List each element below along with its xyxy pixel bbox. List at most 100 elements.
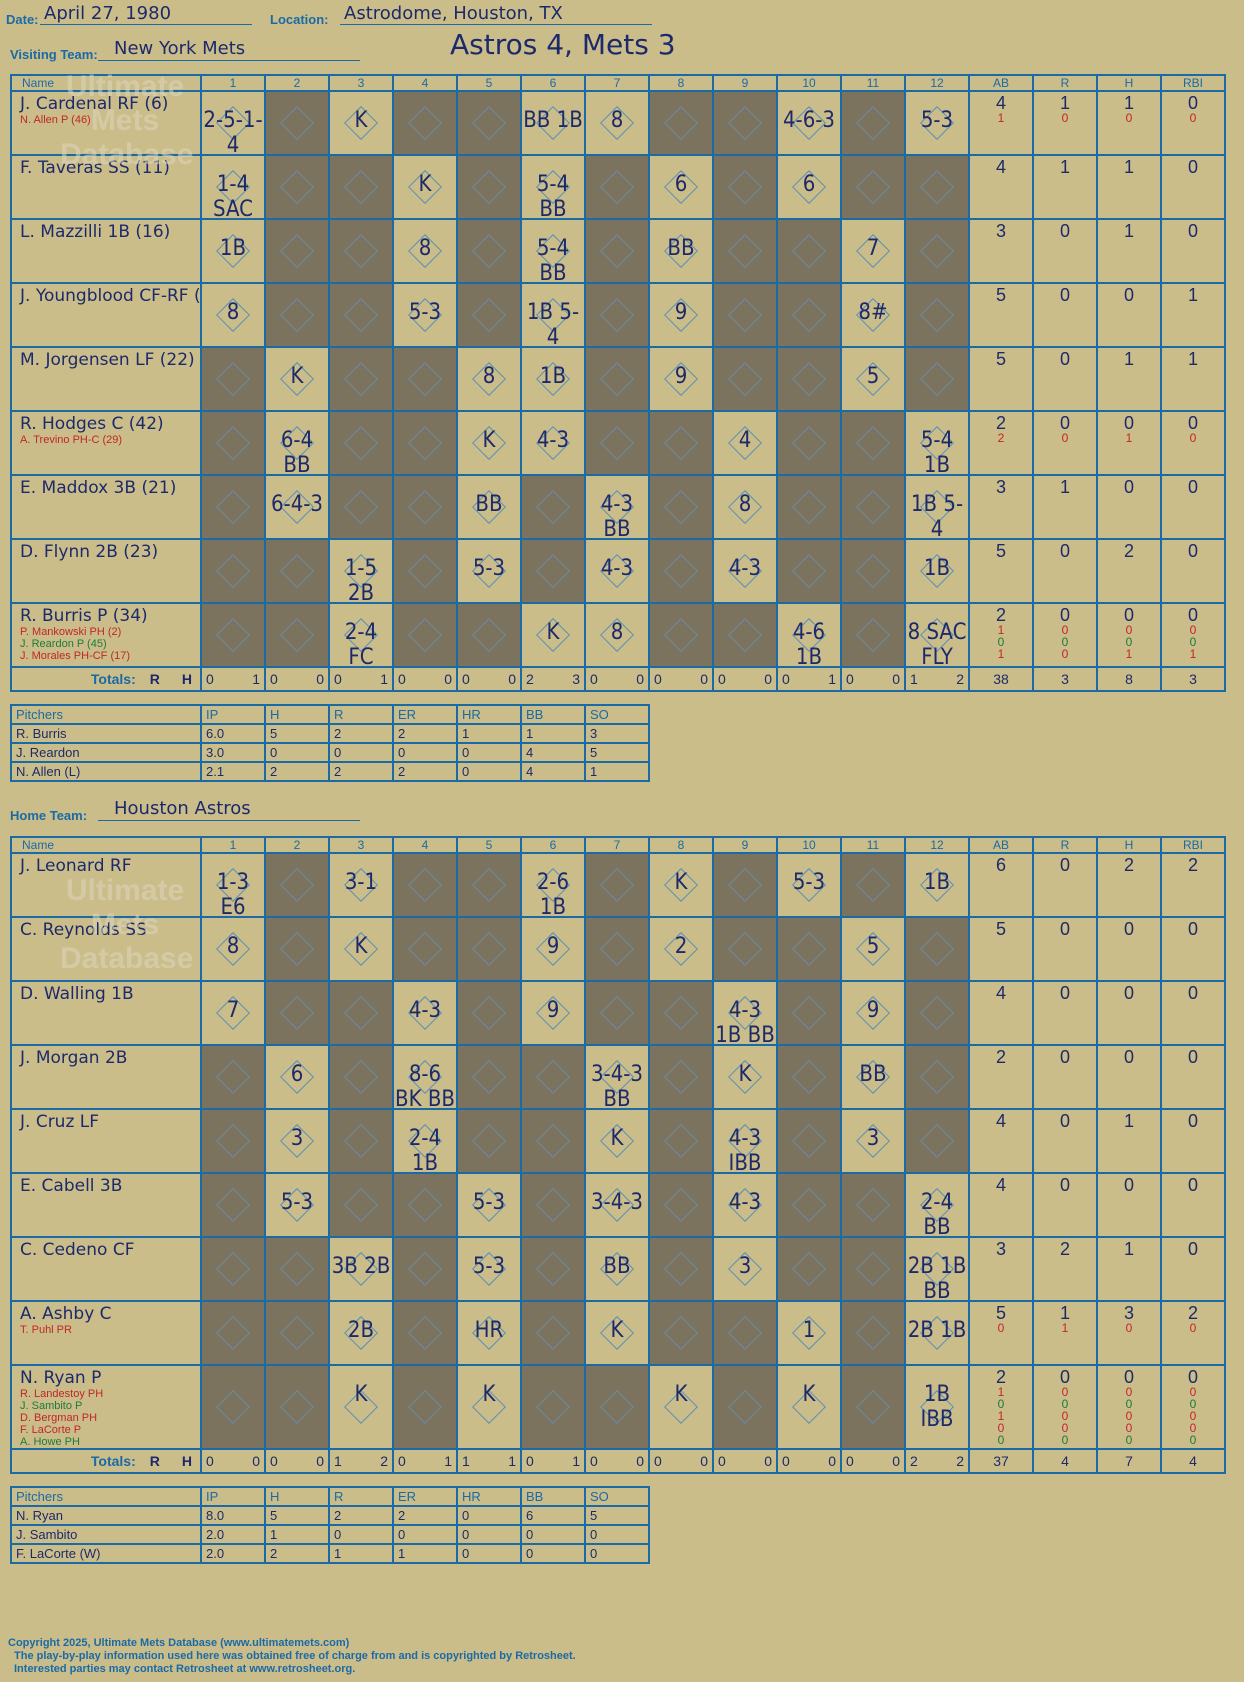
stat-value: 0: [1059, 413, 1070, 433]
stat-value: 0: [1187, 1367, 1198, 1387]
diamond-icon: [856, 1252, 890, 1286]
pitcher-row: N. Allen (L) 2.1 2 2 2 0 4 1: [10, 761, 650, 782]
inning-runs: 1: [334, 1453, 342, 1469]
inning-hits: 0: [892, 671, 900, 687]
inning-cell: [200, 410, 266, 476]
inning-cell: [392, 410, 458, 476]
stat-value: 0: [1187, 541, 1198, 561]
stat-ab: 4: [968, 980, 1034, 1046]
play-result: 6-4 BB: [280, 428, 314, 475]
play-result: 4-3: [728, 1190, 762, 1215]
inning-cell: 4-6 1B: [776, 602, 842, 668]
pitcher-col-header: Pitchers: [10, 1486, 202, 1507]
stat-value: 2: [1059, 1239, 1070, 1259]
stat-value: 4: [995, 983, 1006, 1003]
inning-cell: [520, 1236, 586, 1302]
batter-name-cell: N. Ryan P R. Landestoy PH J. Sambito P D. B…: [10, 1364, 202, 1450]
inning-cell: [904, 218, 970, 284]
inning-cell: 1B: [200, 218, 266, 284]
pitcher-row: N. Ryan 8.0 5 2 2 0 6 5: [10, 1505, 650, 1526]
stat-value: 0: [1059, 855, 1070, 875]
col-inning-2: 2: [264, 836, 330, 854]
inning-runs: 0: [270, 671, 278, 687]
inning-cell: 1-3 E6: [200, 852, 266, 918]
col-inning-1: 1: [200, 836, 266, 854]
sub-stat-value: 1: [1061, 1321, 1069, 1335]
inning-runs: 2: [526, 671, 534, 687]
inning-cell: K: [392, 154, 458, 220]
sub-stat-value: 0: [1189, 1409, 1197, 1423]
inning-cell: [648, 1300, 714, 1366]
pitcher-stat: 1: [456, 723, 522, 744]
diamond-icon: [600, 426, 634, 460]
inning-hits: 0: [252, 1453, 260, 1469]
inning-cell: BB: [456, 474, 522, 540]
diamond-icon: [728, 868, 762, 902]
inning-cell: [712, 346, 778, 412]
inning-runs: 0: [718, 671, 726, 687]
diamond-icon: [344, 234, 378, 268]
inning-cell: [776, 1236, 842, 1302]
inning-cell: 2B 1B BB: [904, 1236, 970, 1302]
play-result: 1B: [219, 236, 247, 261]
batter-name-cell: J. Cruz LF: [10, 1108, 202, 1174]
inning-cell: [712, 218, 778, 284]
stat-ab: 4: [968, 1172, 1034, 1238]
diamond-icon: [408, 1390, 442, 1424]
stat-value: 0: [1123, 1367, 1134, 1387]
sub-stat-value: 0: [1125, 1409, 1133, 1423]
inning-cell: [456, 90, 522, 156]
play-result: 5: [866, 364, 880, 389]
inning-cell: [840, 1172, 906, 1238]
col-rbi: RBI: [1160, 836, 1226, 854]
stat-value: 0: [1059, 1175, 1070, 1195]
stat-value: 0: [1123, 477, 1134, 497]
play-result: 8: [226, 934, 240, 959]
inning-runs: 0: [782, 1453, 790, 1469]
inning-cell: [648, 602, 714, 668]
substitute-name: R. Landestoy PH: [20, 1388, 104, 1400]
stat-value: 0: [1123, 1047, 1134, 1067]
inning-cell: 8: [584, 90, 650, 156]
inning-runs: 0: [718, 1453, 726, 1469]
play-result: 8-6 BK BB: [395, 1062, 455, 1109]
stat-value: 1: [1123, 349, 1134, 369]
inning-cell: [264, 154, 330, 220]
diamond-icon: [600, 996, 634, 1030]
batter-row: J. Leonard RF 1-3 E6 3-1 2-6 1B K 5-3 1B 6 0 2 2: [10, 852, 1226, 918]
batter-name: R. Hodges C (42): [20, 414, 164, 434]
play-result: 2B 1B BB: [907, 1254, 967, 1301]
batter-row: M. Jorgensen LF (22) K 8 1B 9 5 5 0 1 1: [10, 346, 1226, 412]
col-inning-3: 3: [328, 836, 394, 854]
total-ab: 37: [968, 1448, 1034, 1474]
play-result: K: [546, 620, 560, 645]
inning-runs: 0: [270, 1453, 278, 1469]
sub-stat-value: 1: [997, 111, 1005, 125]
inning-cell: BB: [648, 218, 714, 284]
stat-r: 0: [1032, 1044, 1098, 1110]
diamond-icon: [216, 1124, 250, 1158]
diamond-icon: [792, 234, 826, 268]
diamond-icon: [664, 426, 698, 460]
inning-cell: [584, 1364, 650, 1450]
inning-cell: 3-4-3: [584, 1172, 650, 1238]
diamond-icon: [728, 618, 762, 652]
sub-stat-value: 1: [997, 1409, 1005, 1423]
inning-cell: 5-3: [456, 1172, 522, 1238]
stat-r: 2: [1032, 1236, 1098, 1302]
inning-runs: 0: [334, 671, 342, 687]
batter-row: L. Mazzilli 1B (16) 1B 8 5-4 BB BB 7 3 0 1 0: [10, 218, 1226, 284]
total-ab: 38: [968, 666, 1034, 692]
diamond-icon: [216, 490, 250, 524]
stat-value: 0: [1187, 1175, 1198, 1195]
pitcher-header-row: Pitchers IP H R ER HR BB SO: [10, 1486, 650, 1507]
footer: Copyright 2025, Ultimate Mets Database (…: [8, 1637, 576, 1676]
pitcher-name: J. Reardon: [10, 742, 202, 763]
pitcher-stat: 5: [264, 723, 330, 744]
pitcher-stat: 2: [264, 761, 330, 782]
diamond-icon: [600, 170, 634, 204]
